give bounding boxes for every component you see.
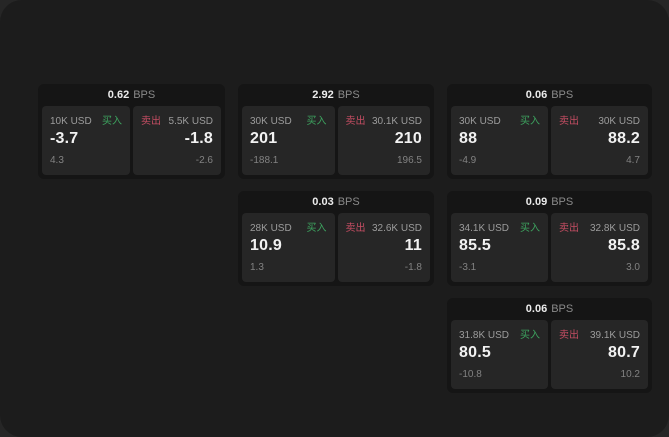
buy-sub-value: 1.3 <box>250 262 264 273</box>
sell-panel[interactable]: 卖出 39.1K USD 80.7 10.2 <box>551 320 648 389</box>
sell-sub-value: 10.2 <box>620 369 640 380</box>
sell-side-label: 卖出 <box>559 330 579 341</box>
sell-price: 11 <box>404 237 422 254</box>
buy-side-label: 买入 <box>520 223 540 234</box>
spread-value: 0.62 <box>107 89 130 101</box>
sell-amount: 5.5K USD <box>168 116 213 127</box>
spread-value: 2.92 <box>312 89 334 101</box>
buy-side-label: 买入 <box>306 223 327 234</box>
quote-card-4[interactable]: 0.03 BPS 28K USD 买入 10.9 1.3 卖出 32.6K USD <box>238 191 434 286</box>
spread-unit-label: BPS <box>551 303 574 315</box>
spread-header: 0.03 BPS <box>238 191 434 213</box>
buy-sub-value: -3.1 <box>459 262 477 273</box>
spread-unit-label: BPS <box>337 196 360 208</box>
buy-price: 88 <box>459 130 478 147</box>
spread-header: 0.62 BPS <box>38 84 225 106</box>
buy-side-label: 买入 <box>520 116 540 127</box>
quote-panels: 30K USD 买入 201 -188.1 卖出 30.1K USD 210 1… <box>238 106 434 179</box>
spread-unit-label: BPS <box>337 89 360 101</box>
buy-sub-value: 4.3 <box>50 155 64 166</box>
sell-sub-value: 196.5 <box>396 155 422 166</box>
buy-price: 201 <box>250 130 278 147</box>
sell-panel[interactable]: 卖出 30.1K USD 210 196.5 <box>337 106 430 175</box>
buy-amount: 30K USD <box>459 116 501 127</box>
sell-panel[interactable]: 卖出 32.8K USD 85.8 3.0 <box>551 213 648 282</box>
sell-amount: 30K USD <box>598 116 640 127</box>
buy-side-label: 买入 <box>306 116 327 127</box>
sell-price: 80.7 <box>608 344 640 361</box>
sell-sub-value: -2.6 <box>195 155 213 166</box>
buy-amount: 34.1K USD <box>459 223 510 234</box>
quote-card-2[interactable]: 2.92 BPS 30K USD 买入 201 -188.1 卖出 30.1K U… <box>238 84 434 179</box>
buy-sub-value: -188.1 <box>250 155 279 166</box>
sell-side-label: 卖出 <box>559 223 579 234</box>
spread-unit-label: BPS <box>551 196 574 208</box>
spread-unit-label: BPS <box>133 89 156 101</box>
quote-card-grid: 0.62 BPS 10K USD 买入 -3.7 4.3 卖出 5.5K USD <box>38 84 652 393</box>
buy-price: -3.7 <box>50 130 79 147</box>
quote-panels: 28K USD 买入 10.9 1.3 卖出 32.6K USD 11 -1.8 <box>238 213 434 286</box>
spread-header: 0.09 BPS <box>447 191 652 213</box>
quote-panels: 31.8K USD 买入 80.5 -10.8 卖出 39.1K USD 80.… <box>447 320 652 393</box>
sell-sub-value: -1.8 <box>404 262 422 273</box>
buy-amount: 30K USD <box>250 116 292 127</box>
buy-amount: 10K USD <box>50 116 92 127</box>
buy-price: 85.5 <box>459 237 491 254</box>
sell-price: 210 <box>394 130 422 147</box>
quote-card-3[interactable]: 0.06 BPS 30K USD 买入 88 -4.9 卖出 30K USD <box>447 84 652 179</box>
buy-sub-value: -10.8 <box>459 369 482 380</box>
sell-side-label: 卖出 <box>141 116 161 127</box>
buy-panel[interactable]: 30K USD 买入 88 -4.9 <box>451 106 548 175</box>
sell-price: 88.2 <box>608 130 640 147</box>
sell-panel[interactable]: 卖出 32.6K USD 11 -1.8 <box>337 213 430 282</box>
quote-card-5[interactable]: 0.09 BPS 34.1K USD 买入 85.5 -3.1 卖出 32.8K … <box>447 191 652 286</box>
spread-header: 0.06 BPS <box>447 298 652 320</box>
spread-value: 0.06 <box>525 303 548 315</box>
sell-price: -1.8 <box>184 130 213 147</box>
spread-value: 0.06 <box>525 89 548 101</box>
sell-sub-value: 3.0 <box>626 262 640 273</box>
buy-panel[interactable]: 34.1K USD 买入 85.5 -3.1 <box>451 213 548 282</box>
quote-card-6[interactable]: 0.06 BPS 31.8K USD 买入 80.5 -10.8 卖出 39.1K… <box>447 298 652 393</box>
spread-value: 0.03 <box>312 196 334 208</box>
sell-sub-value: 4.7 <box>626 155 640 166</box>
quote-panels: 34.1K USD 买入 85.5 -3.1 卖出 32.8K USD 85.8… <box>447 213 652 286</box>
sell-panel[interactable]: 卖出 5.5K USD -1.8 -2.6 <box>133 106 221 175</box>
buy-price: 80.5 <box>459 344 491 361</box>
buy-panel[interactable]: 30K USD 买入 201 -188.1 <box>242 106 335 175</box>
buy-amount: 31.8K USD <box>459 330 510 341</box>
buy-price: 10.9 <box>250 237 282 254</box>
sell-side-label: 卖出 <box>559 116 579 127</box>
spread-header: 0.06 BPS <box>447 84 652 106</box>
sell-amount: 32.6K USD <box>371 223 422 234</box>
sell-amount: 32.8K USD <box>589 223 640 234</box>
spread-unit-label: BPS <box>551 89 574 101</box>
quote-panels: 30K USD 买入 88 -4.9 卖出 30K USD 88.2 4.7 <box>447 106 652 179</box>
sell-side-label: 卖出 <box>345 223 366 234</box>
sell-panel[interactable]: 卖出 30K USD 88.2 4.7 <box>551 106 648 175</box>
buy-amount: 28K USD <box>250 223 292 234</box>
buy-sub-value: -4.9 <box>459 155 477 166</box>
quote-card-1[interactable]: 0.62 BPS 10K USD 买入 -3.7 4.3 卖出 5.5K USD <box>38 84 225 179</box>
sell-price: 85.8 <box>608 237 640 254</box>
buy-panel[interactable]: 28K USD 买入 10.9 1.3 <box>242 213 335 282</box>
quote-panels: 10K USD 买入 -3.7 4.3 卖出 5.5K USD -1.8 -2.… <box>38 106 225 179</box>
spread-header: 2.92 BPS <box>238 84 434 106</box>
buy-panel[interactable]: 31.8K USD 买入 80.5 -10.8 <box>451 320 548 389</box>
buy-panel[interactable]: 10K USD 买入 -3.7 4.3 <box>42 106 130 175</box>
buy-side-label: 买入 <box>520 330 540 341</box>
sell-amount: 39.1K USD <box>589 330 640 341</box>
sell-side-label: 卖出 <box>345 116 366 127</box>
spread-value: 0.09 <box>525 196 548 208</box>
buy-side-label: 买入 <box>102 116 122 127</box>
sell-amount: 30.1K USD <box>371 116 422 127</box>
